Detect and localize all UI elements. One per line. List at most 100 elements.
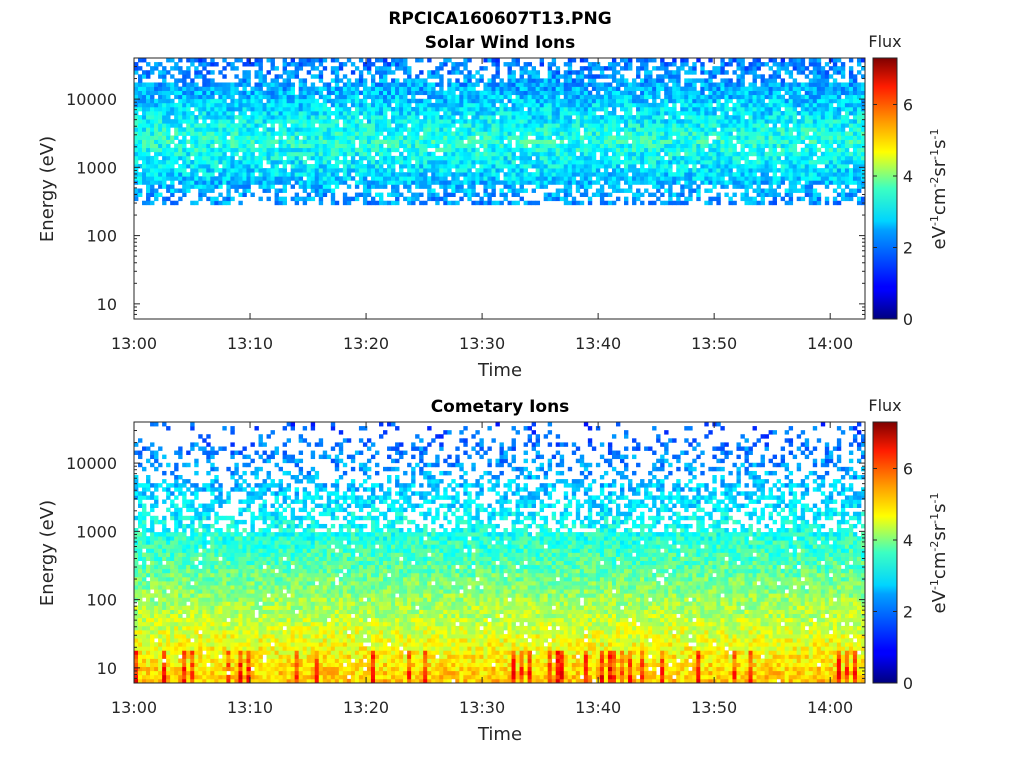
heatmap-cell [684, 70, 689, 75]
heatmap-cell [419, 82, 424, 87]
heatmap-cell [370, 123, 376, 128]
heatmap-cell [527, 106, 532, 112]
heatmap-cell [443, 106, 448, 112]
heatmap-cell [238, 143, 243, 149]
heatmap-cell [455, 82, 460, 87]
heatmap-cell [190, 184, 195, 189]
heatmap-cell [326, 180, 332, 185]
heatmap-cell [543, 196, 549, 202]
heatmap-cell [455, 70, 460, 75]
heatmap-cell [640, 176, 645, 181]
heatmap-cell [644, 115, 649, 120]
heatmap-cell [202, 62, 207, 67]
heatmap-cell [760, 62, 765, 67]
heatmap-cell [202, 147, 207, 153]
heatmap-cell [712, 115, 717, 120]
heatmap-cell [732, 70, 737, 75]
heatmap-cell [415, 143, 420, 149]
heatmap-cell [688, 180, 693, 185]
heatmap-cell [567, 123, 573, 128]
heatmap-cell [150, 147, 155, 153]
heatmap-cell [800, 172, 806, 177]
heatmap-cell [427, 143, 432, 149]
heatmap-cell [471, 188, 476, 193]
heatmap-cell [664, 86, 669, 91]
heatmap-cell [736, 184, 741, 189]
heatmap-cell [134, 123, 139, 128]
heatmap-cell [656, 196, 661, 202]
heatmap-cell [800, 70, 806, 75]
heatmap-cell [511, 115, 516, 120]
heatmap-cell [338, 78, 344, 83]
heatmap-cell [270, 164, 275, 169]
heatmap-cell [350, 159, 356, 165]
heatmap-cell [431, 155, 436, 161]
heatmap-cell [551, 151, 557, 157]
heatmap-cell [636, 70, 641, 75]
heatmap-cell [198, 168, 203, 173]
heatmap-cell [704, 139, 709, 144]
heatmap-cell [563, 172, 569, 177]
heatmap-cell [202, 82, 207, 87]
heatmap-cell [407, 168, 412, 173]
heatmap-cell [427, 196, 432, 202]
heatmap-cell [230, 159, 235, 165]
heatmap-cell [812, 115, 818, 120]
heatmap-cell [154, 147, 159, 153]
heatmap-cell [314, 159, 320, 165]
heatmap-cell [294, 176, 300, 181]
heatmap-cell [728, 123, 733, 128]
heatmap-cell [310, 172, 316, 177]
heatmap-cell [752, 176, 757, 181]
heatmap-cell [740, 119, 745, 124]
heatmap-cell [495, 106, 500, 112]
heatmap-cell [704, 151, 709, 157]
heatmap-cell [242, 82, 247, 87]
heatmap-cell [194, 74, 199, 79]
heatmap-cell [788, 90, 794, 96]
heatmap-cell [712, 151, 717, 157]
heatmap-cell [611, 90, 617, 96]
heatmap-cell [660, 143, 665, 149]
heatmap-cell [358, 147, 364, 153]
heatmap-cell [563, 151, 569, 157]
heatmap-cell [206, 135, 211, 140]
heatmap-cell [447, 127, 452, 132]
heatmap-cell [447, 86, 452, 91]
heatmap-cell [539, 86, 545, 91]
heatmap-cell [150, 127, 155, 132]
heatmap-cell [358, 192, 364, 198]
heatmap-cell [684, 98, 689, 104]
heatmap-cell [628, 176, 633, 181]
heatmap-cell [391, 184, 396, 189]
heatmap-cell [467, 58, 472, 63]
heatmap-cell [166, 131, 171, 136]
heatmap-cell [507, 159, 512, 165]
heatmap-cell [700, 155, 705, 161]
heatmap-cell [539, 159, 545, 165]
heatmap-cell [595, 74, 601, 79]
heatmap-cell [688, 66, 693, 71]
heatmap-cell [206, 147, 211, 153]
heatmap-cell [591, 168, 597, 173]
heatmap-cell [736, 159, 741, 165]
heatmap-cell [624, 168, 629, 173]
heatmap-cell [278, 94, 283, 100]
heatmap-cell [692, 115, 697, 120]
heatmap-cell [752, 143, 757, 149]
heatmap-cell [262, 172, 267, 177]
heatmap-cell [575, 180, 581, 185]
heatmap-cell [463, 127, 468, 132]
heatmap-cell [539, 180, 545, 185]
heatmap-cell [142, 200, 147, 206]
heatmap-cell [764, 188, 769, 193]
heatmap-cell [447, 200, 452, 206]
heatmap-cell [652, 139, 657, 144]
heatmap-cell [330, 192, 336, 198]
heatmap-cell [615, 184, 621, 189]
heatmap-cell [571, 168, 577, 173]
heatmap-cell [619, 102, 625, 108]
heatmap-cell [515, 164, 520, 169]
heatmap-cell [732, 123, 737, 128]
heatmap-cell [768, 58, 773, 63]
